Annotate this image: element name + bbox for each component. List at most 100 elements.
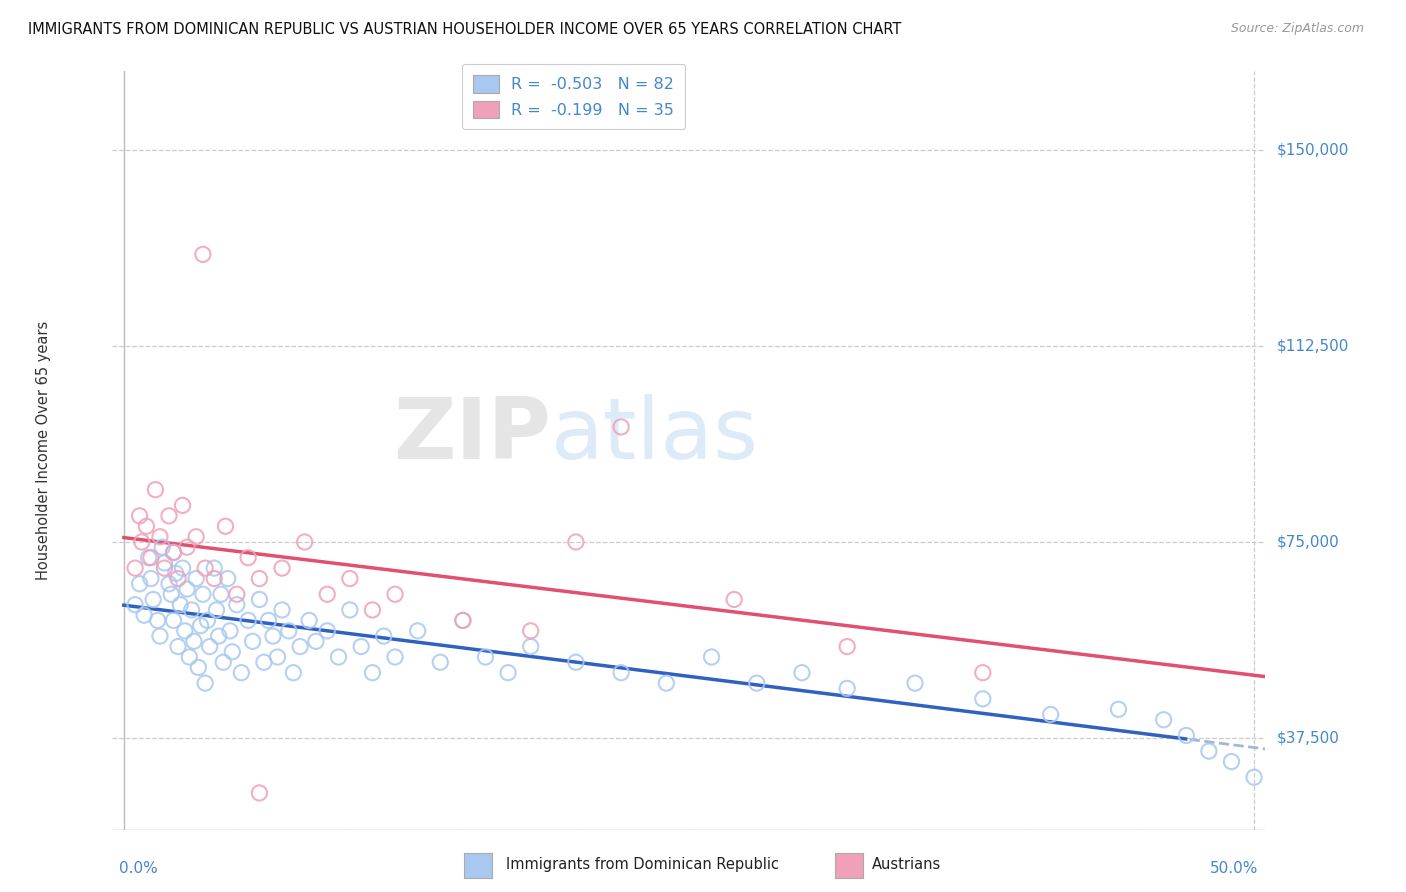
- Point: [208, 629, 231, 643]
- Point: [162, 614, 184, 628]
- Point: [173, 624, 195, 638]
- Point: [361, 665, 384, 680]
- Point: [169, 598, 191, 612]
- Point: [190, 618, 212, 632]
- Point: [837, 681, 859, 696]
- Point: [184, 572, 207, 586]
- Point: [1198, 744, 1220, 758]
- Text: 0.0%: 0.0%: [120, 861, 157, 876]
- Point: [128, 508, 150, 523]
- Point: [146, 614, 169, 628]
- Point: [221, 645, 243, 659]
- Point: [610, 665, 633, 680]
- Point: [253, 655, 276, 669]
- Point: [277, 624, 299, 638]
- Point: [179, 650, 201, 665]
- Point: [214, 519, 236, 533]
- Text: IMMIGRANTS FROM DOMINICAN REPUBLIC VS AUSTRIAN HOUSEHOLDER INCOME OVER 65 YEARS : IMMIGRANTS FROM DOMINICAN REPUBLIC VS AU…: [28, 22, 901, 37]
- Point: [176, 582, 198, 596]
- Point: [149, 530, 172, 544]
- Point: [350, 640, 373, 654]
- Text: $112,500: $112,500: [1277, 338, 1348, 353]
- Point: [700, 650, 723, 665]
- Point: [257, 614, 280, 628]
- Point: [128, 576, 150, 591]
- Text: Austrians: Austrians: [872, 857, 941, 872]
- Point: [904, 676, 927, 690]
- Point: [339, 572, 361, 586]
- Point: [135, 519, 157, 533]
- Point: [565, 535, 588, 549]
- Point: [225, 598, 247, 612]
- Point: [294, 535, 316, 549]
- Point: [194, 676, 217, 690]
- Point: [249, 572, 271, 586]
- Point: [205, 603, 228, 617]
- Point: [225, 587, 247, 601]
- Point: [209, 587, 232, 601]
- Point: [790, 665, 813, 680]
- Point: [153, 561, 176, 575]
- Point: [451, 614, 474, 628]
- Point: [972, 665, 994, 680]
- Point: [172, 499, 194, 513]
- Point: [165, 566, 187, 581]
- Point: [262, 629, 284, 643]
- Point: [316, 587, 339, 601]
- Text: Householder Income Over 65 years: Householder Income Over 65 years: [35, 321, 51, 580]
- Text: atlas: atlas: [551, 393, 759, 477]
- Point: [145, 483, 167, 497]
- Text: Immigrants from Dominican Republic: Immigrants from Dominican Republic: [506, 857, 779, 872]
- Point: [1243, 770, 1265, 784]
- Point: [139, 550, 162, 565]
- Point: [131, 535, 153, 549]
- Point: [474, 650, 496, 665]
- Point: [271, 561, 294, 575]
- Point: [655, 676, 678, 690]
- Point: [496, 665, 519, 680]
- Point: [1039, 707, 1062, 722]
- Point: [149, 629, 172, 643]
- Point: [1153, 713, 1175, 727]
- Point: [202, 561, 225, 575]
- Point: [283, 665, 305, 680]
- Point: [1107, 702, 1129, 716]
- Point: [451, 614, 474, 628]
- Point: [361, 603, 384, 617]
- Point: [124, 561, 146, 575]
- Point: [1175, 728, 1198, 742]
- Text: 50.0%: 50.0%: [1211, 861, 1258, 876]
- Point: [384, 650, 406, 665]
- Point: [160, 587, 183, 601]
- Point: [519, 640, 541, 654]
- Point: [134, 608, 156, 623]
- Text: $37,500: $37,500: [1277, 731, 1340, 746]
- Point: [429, 655, 451, 669]
- Point: [373, 629, 395, 643]
- Point: [197, 614, 219, 628]
- Point: [198, 640, 221, 654]
- Point: [191, 587, 214, 601]
- Point: [124, 598, 146, 612]
- Point: [837, 640, 859, 654]
- Text: ZIP: ZIP: [392, 393, 551, 477]
- Point: [972, 691, 994, 706]
- Point: [219, 624, 242, 638]
- Point: [288, 640, 311, 654]
- Point: [231, 665, 253, 680]
- Point: [187, 660, 209, 674]
- Point: [266, 650, 288, 665]
- Point: [138, 550, 160, 565]
- Point: [1220, 755, 1243, 769]
- Point: [153, 556, 176, 570]
- Point: [565, 655, 588, 669]
- Point: [202, 572, 225, 586]
- Text: $150,000: $150,000: [1277, 143, 1348, 157]
- Point: [723, 592, 745, 607]
- Point: [236, 614, 259, 628]
- Point: [142, 592, 165, 607]
- Point: [183, 634, 205, 648]
- Point: [328, 650, 350, 665]
- Point: [217, 572, 239, 586]
- Point: [150, 540, 173, 554]
